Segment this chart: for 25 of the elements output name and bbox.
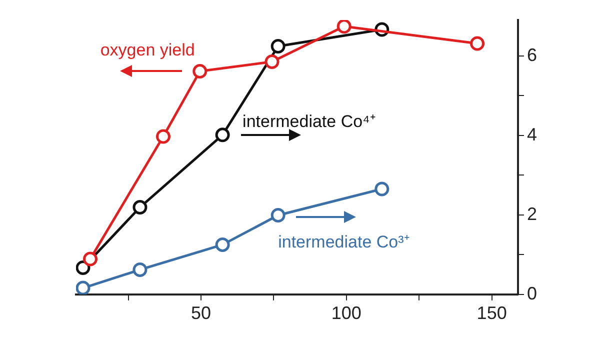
point — [336, 20, 352, 34]
point — [270, 208, 286, 223]
point — [76, 260, 90, 276]
point — [470, 36, 485, 51]
point — [264, 54, 280, 70]
x-tick-label: 100 — [331, 303, 362, 324]
y-tick-label: 0 — [526, 283, 538, 304]
x-tick-label: 150 — [476, 303, 507, 324]
series-label: intermediate Co⁴⁺ — [242, 112, 376, 131]
legend-label: intermediate Co³⁺ — [278, 232, 410, 252]
point — [132, 262, 148, 277]
point — [83, 252, 98, 266]
point — [374, 182, 390, 196]
point — [215, 237, 230, 252]
point — [156, 129, 170, 144]
point — [76, 280, 90, 294]
point — [270, 38, 286, 54]
x-tick-label: 50 — [191, 303, 212, 324]
series-label: oxygen yield — [100, 40, 195, 60]
point — [132, 200, 148, 215]
y-tick-label: 4 — [526, 124, 538, 144]
point — [192, 64, 208, 79]
point — [215, 128, 230, 142]
y-tick-label: 2 — [526, 204, 538, 224]
y-tick-label: 6 — [526, 44, 538, 65]
